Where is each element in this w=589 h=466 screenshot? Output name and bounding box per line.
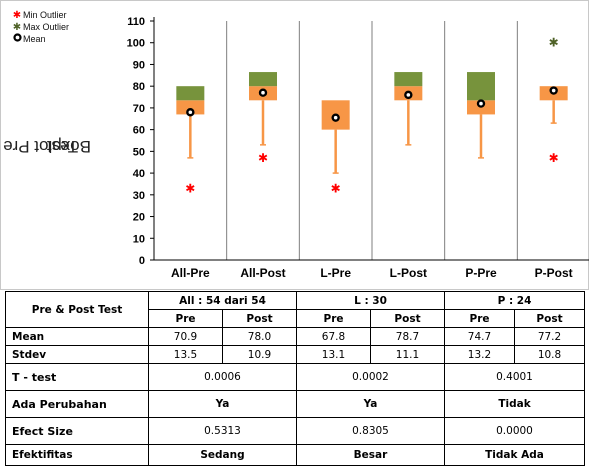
table-cell: 74.7 bbox=[444, 327, 515, 346]
table-cell: 0.0006 bbox=[148, 363, 297, 391]
table-cell: Ya bbox=[148, 390, 297, 418]
legend-label: Min Outlier bbox=[23, 10, 67, 20]
table-cell: 13.1 bbox=[296, 345, 371, 364]
y-tick-label: 50 bbox=[133, 146, 145, 158]
legend-label: Max Outlier bbox=[23, 22, 70, 32]
table-cell: Tidak bbox=[443, 390, 586, 418]
upper-box bbox=[249, 72, 277, 87]
table-row-ttest: T - test 0.0006 0.0002 0.4001 bbox=[5, 363, 586, 391]
y-tick-label: 10 bbox=[133, 233, 145, 245]
subheader-cell: Pre bbox=[148, 309, 223, 328]
row-label: Ada Perubahan bbox=[5, 390, 149, 418]
legend-item-max-outlier: ✱ Max Outlier bbox=[11, 21, 69, 33]
y-tick-label: 90 bbox=[133, 59, 145, 71]
x-tick-label: P-Post bbox=[535, 266, 573, 280]
table-cell: 11.1 bbox=[370, 345, 445, 364]
subheader-cell: Pre bbox=[296, 309, 371, 328]
table-cell: Ya bbox=[296, 390, 445, 418]
y-tick-label: 40 bbox=[133, 168, 145, 180]
min-outlier-marker: ✱ bbox=[185, 181, 195, 195]
table-cell: 0.0000 bbox=[443, 417, 586, 445]
mean-icon bbox=[11, 33, 23, 45]
max-outlier-icon: ✱ bbox=[12, 21, 22, 33]
subheader-cell: Post bbox=[370, 309, 445, 328]
x-tick-label: L-Pre bbox=[320, 266, 351, 280]
legend-item-min-outlier: ✱ Min Outlier bbox=[11, 9, 69, 21]
table-cell: 78.0 bbox=[222, 327, 297, 346]
table-cell: 70.9 bbox=[148, 327, 223, 346]
table-row-perubahan: Ada Perubahan Ya Ya Tidak bbox=[5, 390, 586, 418]
table-cell: 0.5313 bbox=[148, 417, 297, 445]
y-tick-label: 70 bbox=[133, 103, 145, 115]
table-row-effect-size: Efect Size 0.5313 0.8305 0.0000 bbox=[5, 417, 586, 445]
table-cell: 10.9 bbox=[222, 345, 297, 364]
table-cell: 10.8 bbox=[513, 345, 586, 364]
min-outlier-marker: ✱ bbox=[258, 151, 268, 165]
x-tick-label: All-Pre bbox=[171, 266, 210, 280]
boxplot-chart: 0 10 20 30 40 50 60 70 80 90 100 110 All-Pre All-Post… bbox=[0, 0, 589, 290]
stats-table: Pre & Post Test All : 54 dari 54 L : 30 … bbox=[5, 291, 586, 466]
row-label: T - test bbox=[5, 363, 149, 391]
upper-box bbox=[176, 86, 205, 101]
min-outlier-marker: ✱ bbox=[331, 181, 341, 195]
y-tick-label: 80 bbox=[133, 81, 145, 93]
min-outlier-icon: ✱ bbox=[12, 9, 22, 21]
max-outlier-marker: ✱ bbox=[549, 36, 559, 50]
table-cell: 13.5 bbox=[148, 345, 223, 364]
table-cell: 0.4001 bbox=[443, 363, 586, 391]
group-header-p: P : 24 bbox=[443, 291, 586, 310]
row-label: Mean bbox=[5, 327, 149, 346]
row-label: Efektifitas bbox=[5, 444, 149, 466]
table-cell: 77.2 bbox=[513, 327, 586, 346]
chart-svg: 0 10 20 30 40 50 60 70 80 90 100 110 All-Pre All-Post… bbox=[127, 16, 589, 280]
table-cell: Tidak Ada bbox=[443, 444, 586, 466]
mean-marker bbox=[549, 86, 558, 95]
x-tick-label: All-Post bbox=[240, 266, 285, 280]
upper-box bbox=[467, 72, 495, 101]
subheader-cell: Pre bbox=[444, 309, 515, 328]
table-row-mean: Mean 70.9 78.0 67.8 78.7 74.7 77.2 bbox=[5, 327, 586, 346]
mean-marker bbox=[258, 88, 268, 97]
chart-legend: ✱ Min Outlier ✱ Max Outlier Mean bbox=[11, 9, 69, 45]
subheader-cell: Post bbox=[513, 309, 586, 328]
table-cell: 0.0002 bbox=[296, 363, 445, 391]
row-label: Stdev bbox=[5, 345, 149, 364]
mean-marker bbox=[404, 90, 413, 100]
y-tick-label: 60 bbox=[133, 125, 145, 137]
group-header-l: L : 30 bbox=[296, 291, 445, 310]
y-tick-label: 110 bbox=[127, 16, 145, 28]
y-tick-label: 30 bbox=[133, 190, 145, 202]
table-cell: 67.8 bbox=[296, 327, 371, 346]
y-tick-label: 20 bbox=[133, 212, 145, 224]
lower-box bbox=[176, 100, 205, 115]
x-tick-label: P-Pre bbox=[465, 266, 497, 280]
legend-item-mean: Mean bbox=[11, 33, 69, 45]
table-row-efektifitas: Efektifitas Sedang Besar Tidak Ada bbox=[5, 444, 586, 466]
y-tick-label: 100 bbox=[127, 38, 145, 50]
row-label: Efect Size bbox=[5, 417, 149, 445]
table-cell: 78.7 bbox=[370, 327, 445, 346]
legend-label: Mean bbox=[23, 34, 46, 44]
x-tick-label: L-Post bbox=[390, 266, 427, 280]
table-cell: Besar bbox=[296, 444, 445, 466]
table-row-stdev: Stdev 13.5 10.9 13.1 11.1 13.2 10.8 bbox=[5, 345, 586, 364]
table-cell: 0.8305 bbox=[296, 417, 445, 445]
y-tick-label: 0 bbox=[139, 255, 145, 267]
group-header-all: All : 54 dari 54 bbox=[148, 291, 297, 310]
table-cell: Sedang bbox=[148, 444, 297, 466]
mean-marker bbox=[331, 113, 340, 122]
mean-marker bbox=[476, 99, 486, 108]
table-corner-header: Pre & Post Test bbox=[5, 291, 149, 328]
upper-box bbox=[394, 72, 423, 87]
min-outlier-marker: ✱ bbox=[549, 151, 559, 165]
y-axis-label-line2: Test bbox=[46, 137, 78, 156]
mean-marker bbox=[186, 108, 195, 117]
subheader-cell: Post bbox=[222, 309, 297, 328]
table-cell: 13.2 bbox=[444, 345, 515, 364]
